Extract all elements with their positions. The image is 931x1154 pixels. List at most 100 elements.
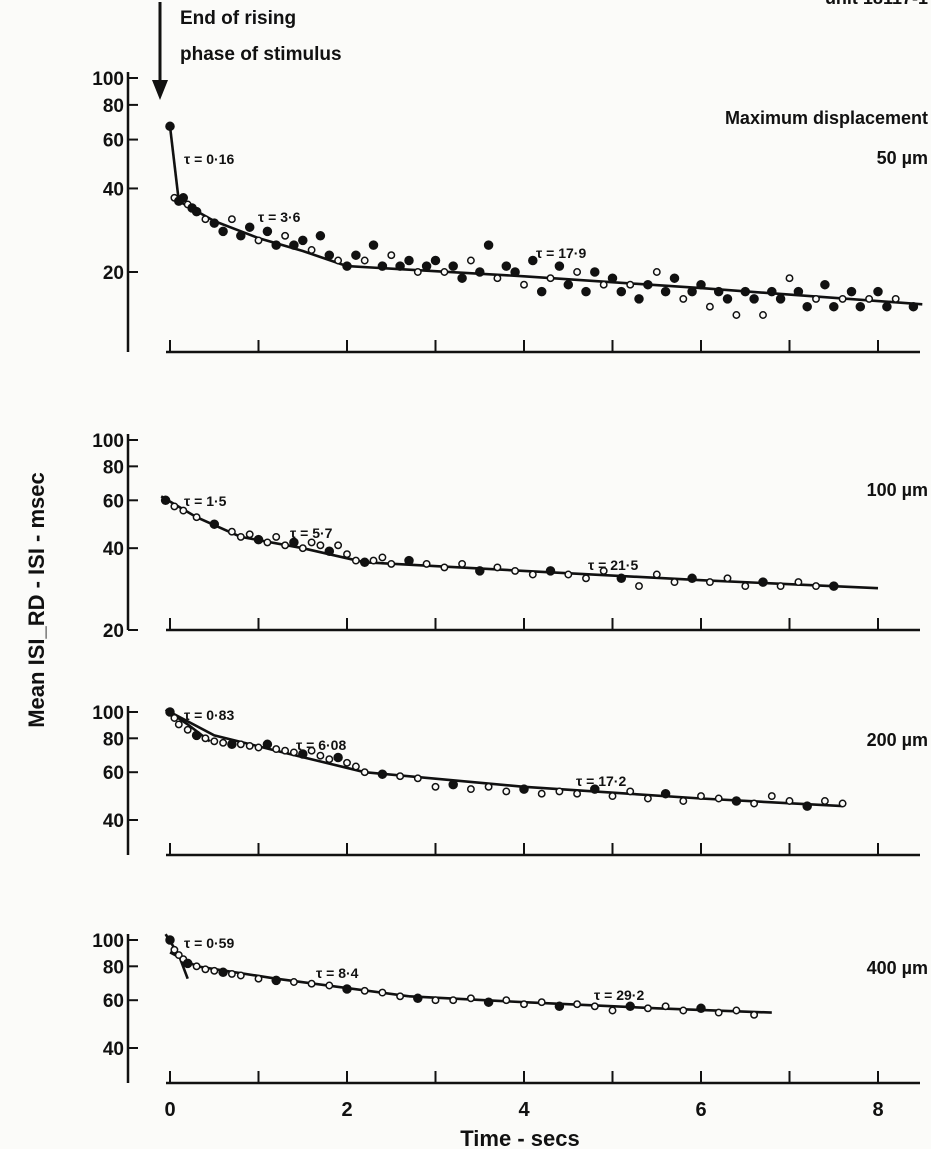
data-point — [838, 799, 847, 808]
data-point — [812, 294, 820, 303]
tau-label: τ = 29·2 — [594, 987, 644, 1003]
data-point — [369, 556, 378, 565]
data-point — [820, 797, 829, 805]
data-point — [431, 996, 440, 1005]
tau-label: τ = 3·6 — [258, 209, 301, 225]
data-point — [705, 578, 714, 587]
data-point — [660, 788, 671, 799]
data-point — [731, 796, 742, 806]
x-tick-label: 0 — [164, 1099, 175, 1121]
data-point — [170, 502, 179, 511]
data-point — [484, 782, 493, 791]
data-point — [227, 215, 236, 224]
data-point — [387, 559, 396, 568]
data-point — [387, 251, 396, 260]
y-tick-label: 20 — [103, 621, 124, 642]
data-point — [448, 779, 458, 790]
data-point — [590, 1002, 599, 1011]
data-point — [493, 274, 502, 283]
data-point — [351, 250, 361, 260]
data-point — [466, 994, 475, 1003]
data-point — [820, 279, 830, 290]
data-point — [537, 789, 546, 798]
data-point — [170, 714, 179, 722]
y-tick-label: 60 — [103, 131, 124, 152]
panel-label: 50 µm — [877, 148, 928, 168]
data-point — [334, 256, 343, 265]
data-point — [191, 730, 202, 741]
y-tick-label: 40 — [103, 539, 124, 560]
data-point — [502, 787, 511, 796]
y-tick-label: 60 — [103, 763, 124, 784]
data-point — [528, 570, 537, 579]
data-point — [626, 787, 635, 796]
data-point — [545, 566, 556, 576]
y-axis-label: Mean ISI_RD - ISI - msec — [24, 472, 49, 728]
data-point — [732, 311, 741, 319]
arrow-label-line1: End of rising — [180, 8, 296, 29]
data-point — [413, 993, 423, 1004]
data-point — [483, 240, 494, 250]
data-point — [271, 975, 281, 986]
data-point — [210, 966, 219, 975]
data-point — [201, 965, 210, 974]
data-point — [342, 261, 352, 271]
fit-line — [169, 710, 366, 774]
data-point — [360, 256, 369, 265]
data-point — [191, 206, 202, 217]
data-point — [448, 261, 458, 271]
tau-label: τ = 1·5 — [184, 493, 227, 509]
panel-label: 200 µm — [867, 730, 928, 750]
fit-line — [408, 995, 772, 1014]
data-point — [732, 1006, 741, 1015]
data-point — [333, 752, 343, 763]
y-tick-label: 100 — [92, 69, 124, 90]
data-point — [564, 570, 573, 579]
data-point — [528, 255, 538, 266]
data-point — [520, 280, 528, 289]
data-point — [395, 261, 405, 271]
data-point — [696, 279, 706, 290]
x-tick-label: 4 — [518, 1099, 530, 1121]
y-tick-label: 60 — [103, 491, 124, 512]
data-point — [254, 974, 263, 983]
data-point — [501, 261, 512, 271]
data-point — [210, 737, 219, 746]
data-point — [440, 563, 449, 572]
data-point — [625, 1001, 635, 1012]
data-point — [325, 981, 334, 990]
data-point — [536, 286, 547, 297]
data-point — [289, 978, 298, 986]
data-point — [368, 240, 379, 250]
data-point — [652, 268, 661, 276]
panel-label: 400 µm — [867, 958, 928, 978]
data-point — [178, 193, 189, 203]
data-point — [634, 294, 644, 304]
data-point — [573, 789, 582, 798]
data-point — [377, 261, 388, 271]
data-point — [670, 578, 679, 587]
data-point — [466, 256, 475, 265]
arrow-label-line2: phase of stimulus — [180, 44, 342, 65]
data-point — [245, 530, 254, 539]
data-point — [891, 294, 900, 303]
data-point — [714, 794, 723, 803]
data-point — [272, 532, 281, 541]
data-point — [351, 556, 360, 565]
data-point — [794, 578, 803, 587]
y-tick-label: 100 — [92, 931, 124, 952]
data-point — [316, 751, 325, 760]
y-tick-label: 80 — [103, 957, 124, 978]
data-point — [767, 792, 776, 801]
data-point — [775, 294, 786, 304]
data-point — [201, 215, 210, 224]
data-point — [227, 969, 236, 978]
data-point — [679, 294, 688, 303]
data-point — [236, 740, 245, 749]
tau-label: τ = 0·83 — [184, 707, 234, 723]
data-point — [652, 570, 661, 579]
data-point — [209, 519, 220, 529]
data-point — [378, 988, 387, 997]
tau-label: τ = 17·9 — [536, 245, 586, 261]
